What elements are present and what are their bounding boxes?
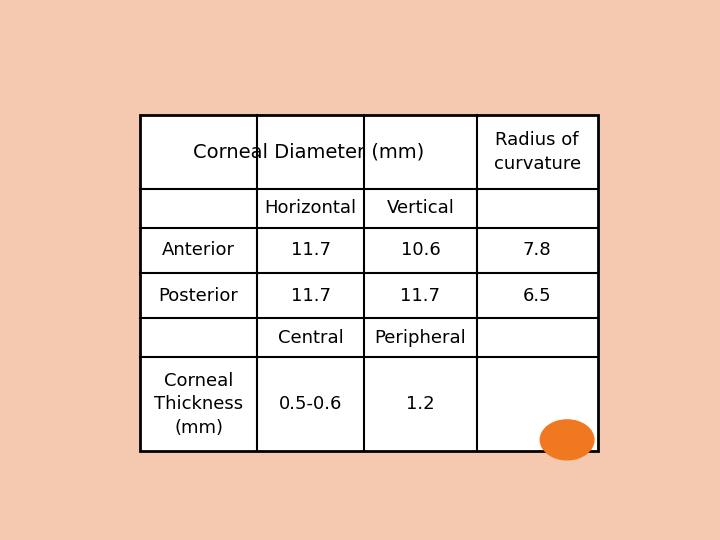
Text: Corneal
Thickness
(mm): Corneal Thickness (mm) — [154, 372, 243, 437]
Text: 6.5: 6.5 — [523, 287, 552, 305]
Text: 10.6: 10.6 — [400, 241, 441, 259]
Text: 11.7: 11.7 — [291, 287, 330, 305]
Text: Peripheral: Peripheral — [374, 329, 467, 347]
Text: 11.7: 11.7 — [291, 241, 330, 259]
Text: Corneal Diameter (mm): Corneal Diameter (mm) — [193, 142, 424, 161]
Text: Anterior: Anterior — [162, 241, 235, 259]
Text: Posterior: Posterior — [158, 287, 238, 305]
Text: 11.7: 11.7 — [400, 287, 441, 305]
Circle shape — [540, 420, 594, 460]
Text: 7.8: 7.8 — [523, 241, 552, 259]
Text: Central: Central — [278, 329, 343, 347]
Text: Horizontal: Horizontal — [264, 199, 356, 217]
Text: 1.2: 1.2 — [406, 395, 435, 413]
Text: Vertical: Vertical — [387, 199, 454, 217]
Text: 0.5-0.6: 0.5-0.6 — [279, 395, 342, 413]
Text: Radius of
curvature: Radius of curvature — [494, 131, 581, 173]
Bar — [140, 114, 598, 451]
